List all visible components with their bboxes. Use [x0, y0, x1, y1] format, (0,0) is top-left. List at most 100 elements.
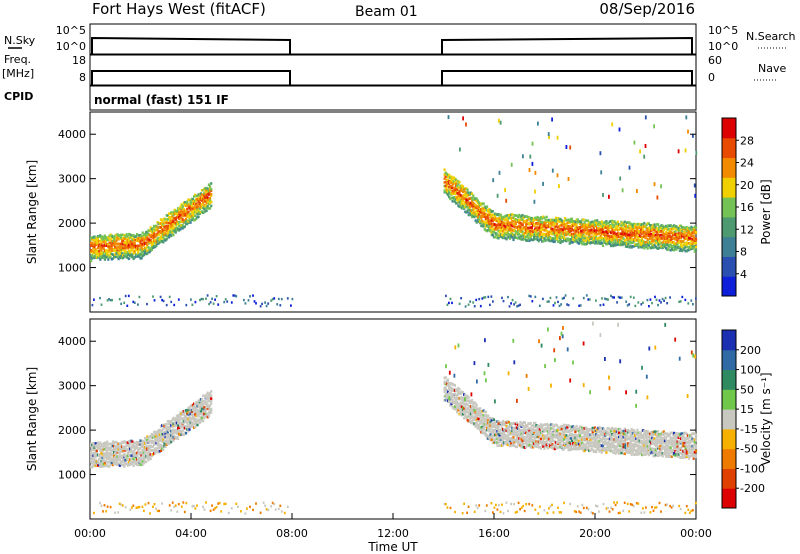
echo-cell	[603, 238, 606, 241]
echo-cell	[111, 448, 114, 452]
echo-cell	[520, 442, 523, 446]
echo-cell	[147, 232, 150, 236]
echo-cell	[580, 445, 583, 449]
echo-cell	[463, 411, 466, 415]
ground-scatter-cell	[587, 298, 590, 301]
echo-cell	[473, 405, 476, 409]
echo-cell	[474, 402, 477, 405]
echo-cell	[518, 434, 521, 437]
echo-cell	[603, 221, 606, 225]
echo-cell	[185, 414, 188, 418]
echo-cell	[494, 428, 497, 432]
echo-cell	[541, 220, 544, 224]
echo-cell	[634, 229, 637, 233]
echo-cell	[614, 226, 617, 230]
echo-cell	[207, 414, 210, 418]
echo-cell	[155, 233, 158, 236]
echo-cell	[190, 404, 193, 407]
echo-cell	[554, 225, 557, 228]
echo-cell	[624, 229, 627, 233]
echo-cell	[467, 197, 470, 200]
echo-cell	[206, 192, 209, 196]
echo-cell	[518, 437, 521, 440]
echo-cell	[183, 409, 186, 413]
echo-cell	[518, 427, 521, 431]
echo-cell	[552, 445, 555, 449]
echo-cell	[102, 237, 105, 241]
echo-cell	[141, 251, 144, 254]
echo-cell	[535, 233, 538, 237]
echo-cell	[591, 237, 594, 240]
echo-cell	[631, 225, 634, 229]
echo-cell	[491, 233, 494, 237]
ground-scatter-cell	[451, 301, 453, 305]
echo-cell	[117, 462, 120, 465]
echo-cell	[638, 239, 641, 242]
echo-cell	[467, 405, 470, 408]
echo-cell	[151, 434, 155, 437]
echo-cell	[527, 236, 530, 240]
echo-cell	[189, 209, 192, 212]
echo-cell	[588, 434, 591, 438]
echo-cell	[590, 447, 593, 451]
echo-cell	[535, 217, 538, 220]
echo-cell	[576, 427, 579, 431]
echo-cell	[616, 449, 619, 453]
echo-cell	[489, 433, 492, 436]
echo-cell	[117, 445, 120, 449]
echo-cell	[475, 414, 478, 418]
echo-cell	[545, 215, 548, 219]
echo-cell	[513, 229, 516, 232]
echo-cell	[605, 242, 608, 246]
echo-cell	[661, 234, 664, 237]
ground-scatter-cell	[448, 301, 450, 305]
echo-cell	[588, 241, 591, 244]
echo-cell	[95, 255, 98, 259]
echo-cell	[481, 416, 484, 420]
echo-cell	[206, 190, 209, 193]
ground-scatter-cell	[244, 302, 247, 305]
echo-cell	[596, 448, 599, 451]
echo-cell	[189, 412, 192, 415]
echo-cell	[107, 250, 110, 254]
echo-cell	[681, 245, 684, 249]
echo-cell	[164, 218, 167, 221]
sparse-echo	[656, 195, 659, 200]
echo-cell	[545, 234, 548, 238]
echo-cell	[686, 245, 689, 249]
echo-cell	[549, 230, 552, 233]
echo-cell	[552, 237, 555, 241]
echo-cell	[95, 243, 98, 246]
echo-cell	[117, 251, 120, 255]
echo-cell	[542, 437, 545, 441]
echo-cell	[104, 236, 108, 239]
echo-cell	[599, 429, 602, 433]
echo-cell	[607, 241, 610, 244]
echo-cell	[114, 253, 117, 256]
echo-cell	[189, 215, 192, 218]
echo-cell	[503, 224, 506, 227]
echo-cell	[200, 419, 204, 423]
echo-cell	[497, 217, 500, 220]
echo-cell	[126, 441, 129, 444]
echo-cell	[557, 426, 560, 429]
echo-cell	[592, 229, 595, 233]
echo-cell	[178, 434, 181, 437]
echo-cell	[655, 241, 658, 245]
echo-cell	[513, 217, 516, 221]
ground-scatter-cell	[159, 295, 162, 299]
echo-cell	[513, 233, 516, 237]
echo-cell	[444, 386, 447, 390]
echo-cell	[451, 383, 454, 386]
echo-cell	[491, 431, 494, 434]
echo-cell	[480, 425, 483, 429]
echo-cell	[477, 201, 481, 204]
echo-cell	[550, 227, 553, 230]
echo-cell	[627, 230, 630, 233]
echo-cell	[96, 459, 100, 463]
echo-cell	[95, 239, 98, 242]
echo-cell	[515, 232, 518, 235]
echo-cell	[98, 442, 101, 445]
echo-cell	[592, 442, 595, 446]
echo-cell	[631, 227, 634, 231]
